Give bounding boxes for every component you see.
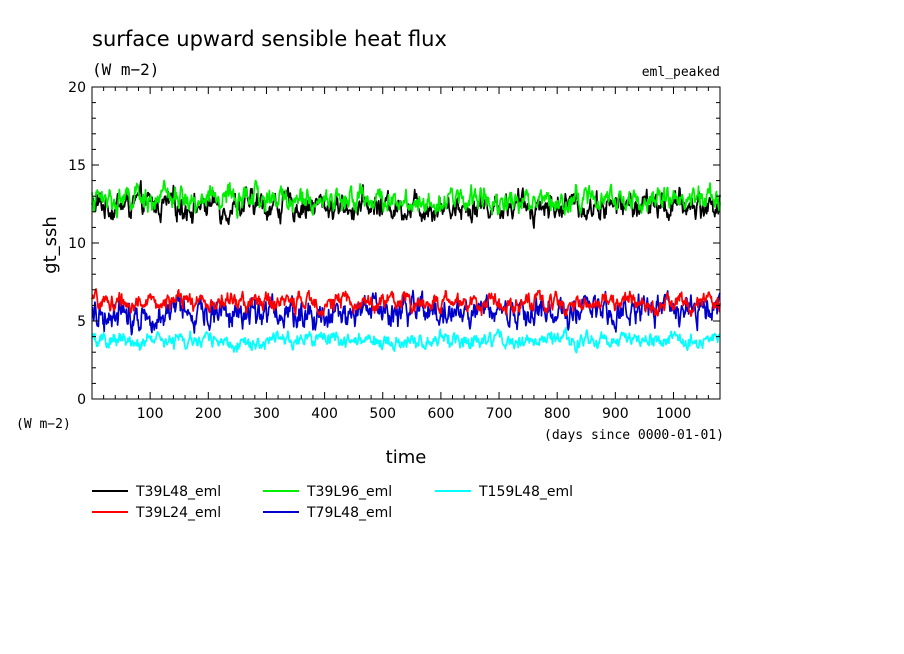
legend-label: T39L24_eml [135, 505, 221, 521]
series-line-t39l96-eml [91, 179, 721, 219]
x-tick-label: 600 [428, 406, 455, 422]
legend-label: T159L48_eml [478, 484, 573, 500]
legend-item-t159l48-eml: T159L48_eml [435, 484, 573, 500]
x-tick-label: 800 [544, 406, 571, 422]
x-axis-unit: (days since 0000-01-01) [544, 428, 724, 443]
series-line-t79l48-eml [91, 289, 721, 336]
y-axis-unit: (W m−2) [16, 417, 71, 432]
chart-annotation: eml_peaked [642, 65, 720, 80]
x-tick-label: 300 [253, 406, 280, 422]
legend-item-t79l48-eml: T79L48_eml [263, 505, 392, 521]
series-line-t159l48-eml [91, 327, 721, 354]
x-tick-label: 1000 [656, 406, 692, 422]
x-tick-label: 700 [486, 406, 513, 422]
chart-title: surface upward sensible heat flux [92, 27, 447, 51]
legend-label: T79L48_eml [306, 505, 392, 521]
x-tick-label: 200 [195, 406, 222, 422]
legend: T39L48_eml T39L24_eml T39L96_eml T79L48_eml… [92, 484, 573, 521]
y-tick-label: 20 [68, 80, 86, 96]
x-tick-label: 900 [602, 406, 629, 422]
y-tick-label: 5 [77, 314, 86, 330]
legend-item-t39l24-eml: T39L24_eml [92, 505, 221, 521]
ticks-layer: 0 5 10 15 20 100 200 300 400 500 600 700 800 900 1000 [68, 80, 720, 422]
x-tick-label: 100 [137, 406, 164, 422]
legend-item-t39l96-eml: T39L96_eml [263, 484, 392, 500]
x-tick-label: 400 [311, 406, 338, 422]
series-line-t39l24-eml [91, 288, 721, 318]
y-tick-label: 0 [77, 392, 86, 408]
x-tick-label: 500 [369, 406, 396, 422]
legend-label: T39L48_eml [135, 484, 221, 500]
x-axis-label: time [386, 447, 427, 468]
series-layer [91, 179, 721, 354]
y-axis-label: gt_ssh [40, 216, 61, 274]
y-tick-label: 15 [68, 158, 86, 174]
y-tick-label: 10 [68, 236, 86, 252]
legend-item-t39l48-eml: T39L48_eml [92, 484, 221, 500]
plot-frame [91, 86, 721, 400]
legend-label: T39L96_eml [306, 484, 392, 500]
chart-subtitle: (W m−2) [92, 60, 159, 79]
